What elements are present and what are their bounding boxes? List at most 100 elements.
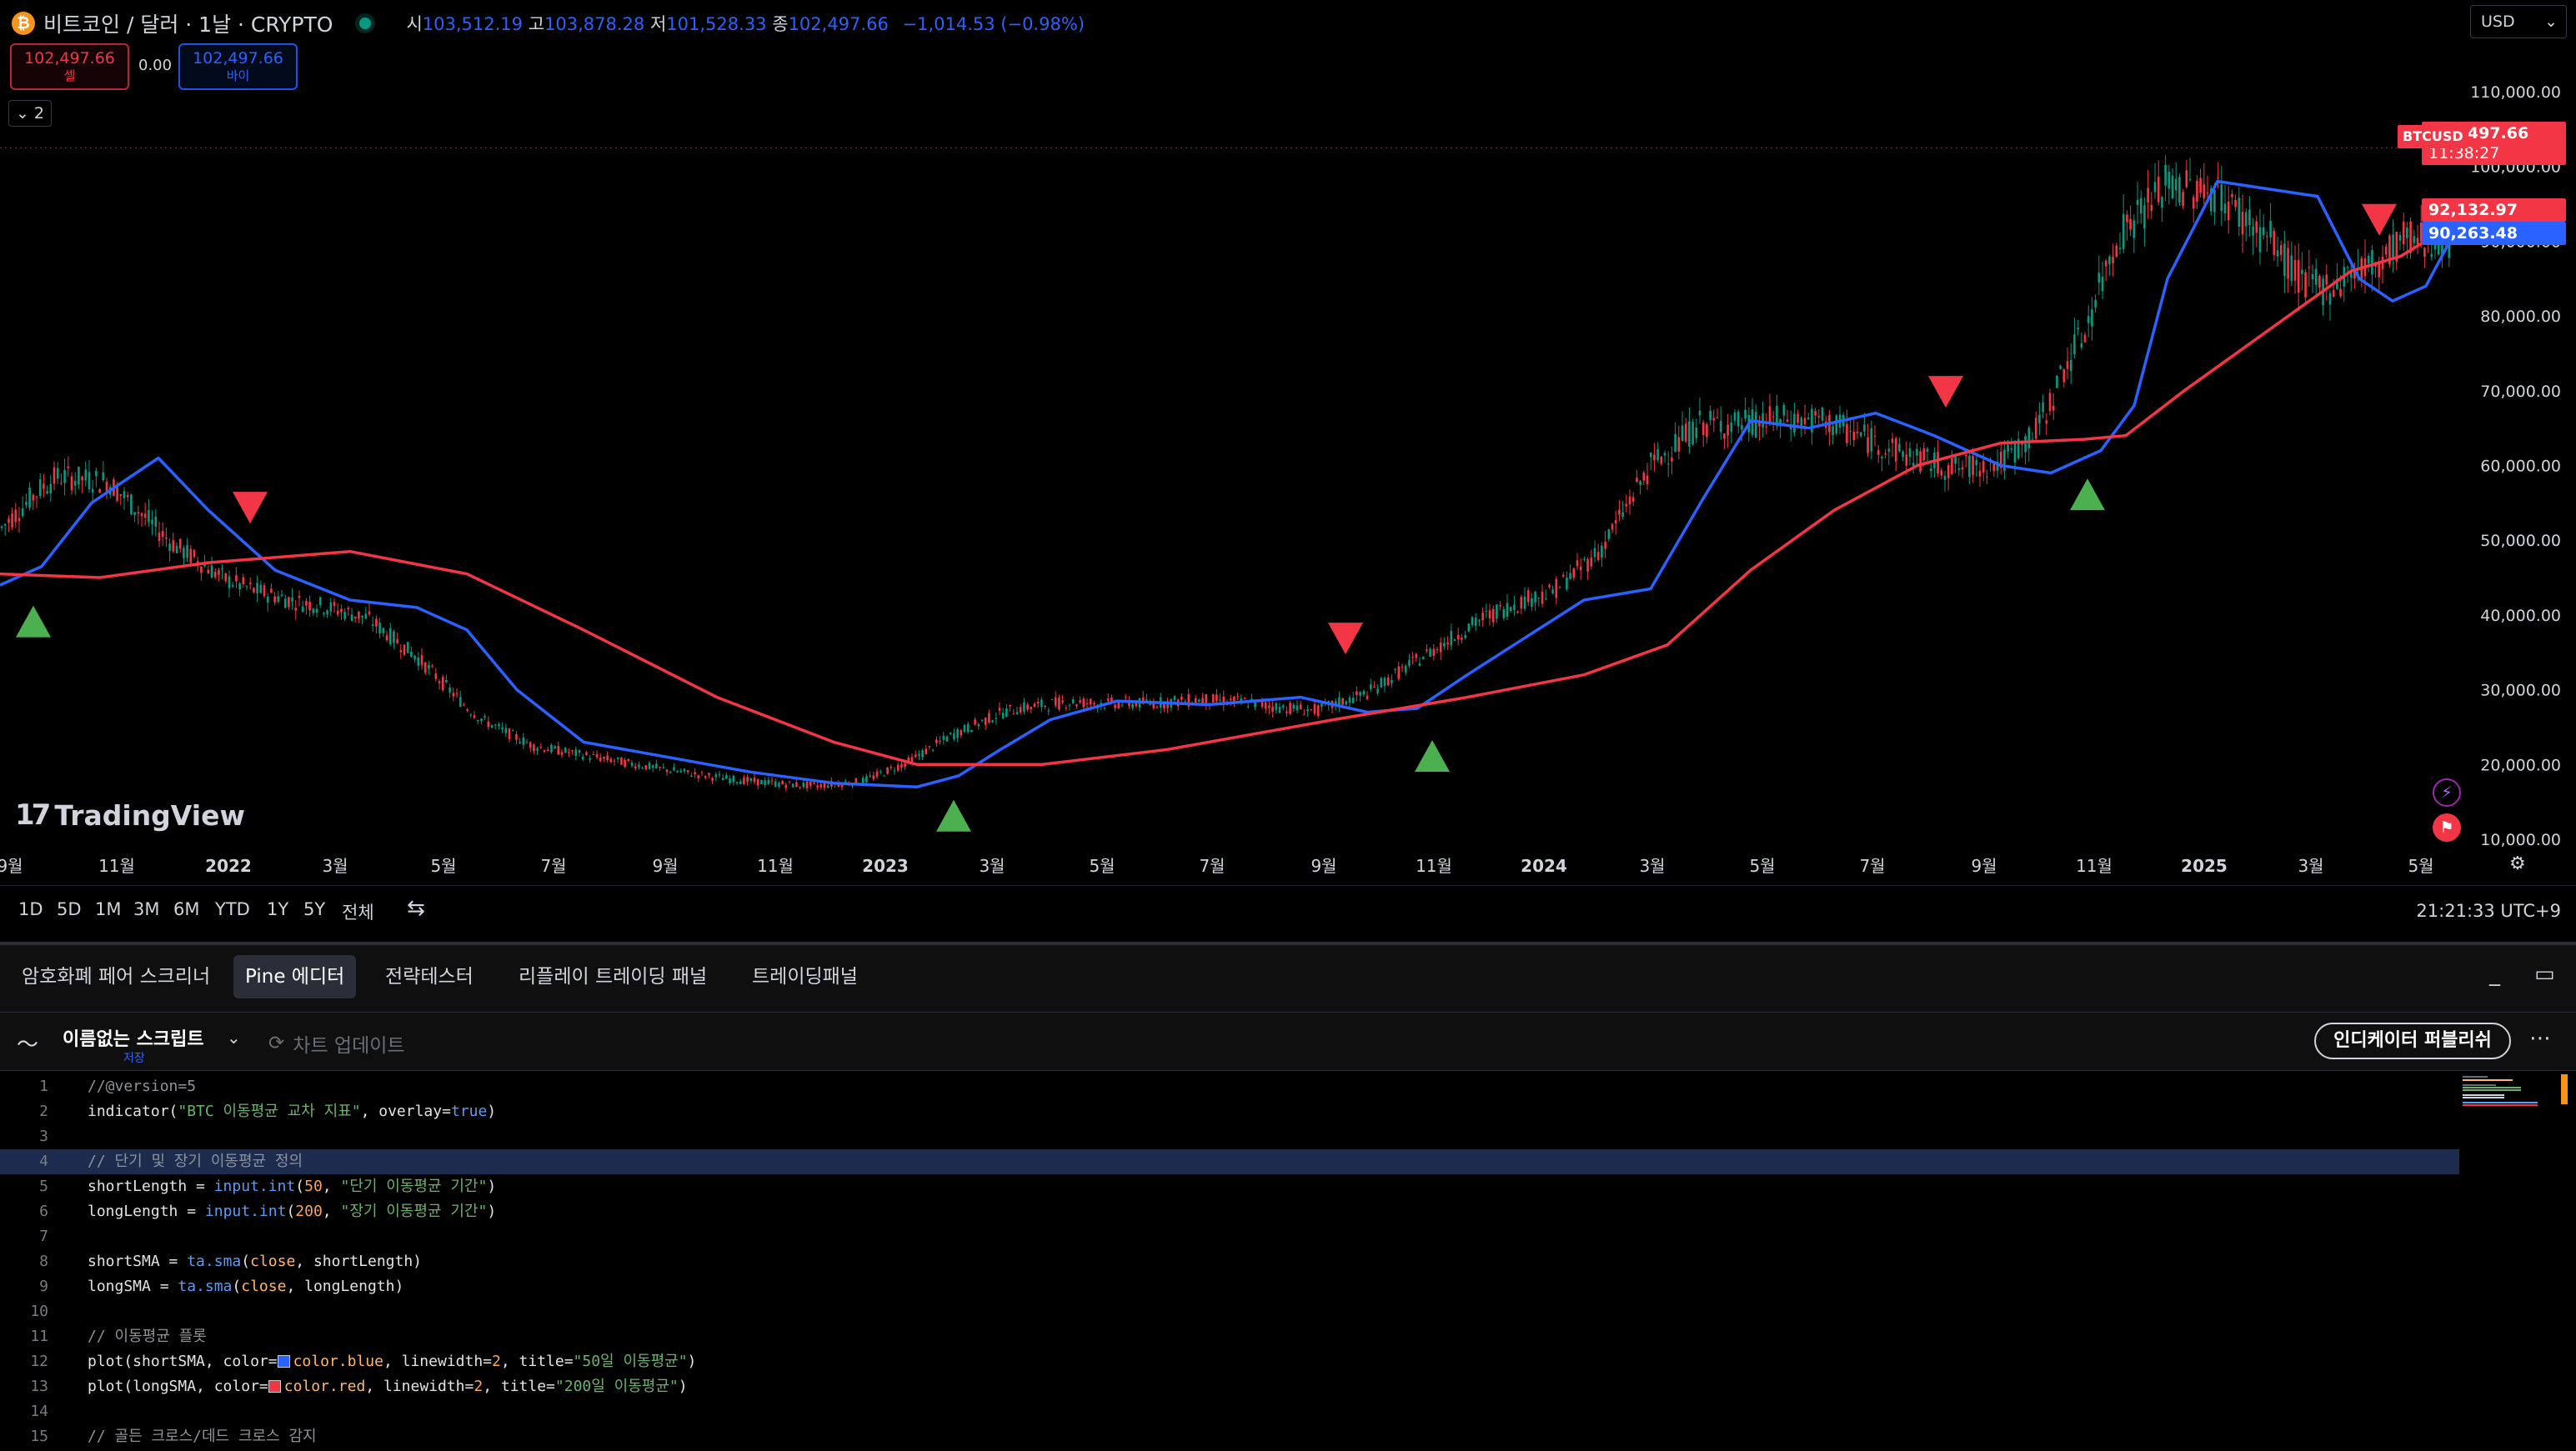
candle-body [539, 747, 543, 748]
candle-body [2077, 328, 2079, 330]
code-line[interactable]: 4 // 단기 및 장기 이동평균 정의 [0, 1149, 2459, 1174]
clock[interactable]: 21:21:33 UTC+9 [2416, 901, 2561, 921]
code-text[interactable]: plot(shortSMA, color= color.blue, linewid… [88, 1353, 697, 1370]
go-to-date-icon[interactable]: ⇆ [407, 896, 425, 921]
candle-body [1198, 699, 1200, 703]
candle-body [1058, 697, 1060, 710]
code-line[interactable]: 15 // 골든 크로스/데드 크로스 감지 [0, 1424, 2459, 1449]
candle-body [1012, 713, 1015, 715]
range-3m[interactable]: 3M [133, 899, 160, 919]
code-line[interactable]: 11 // 이동평균 플롯 [0, 1324, 2459, 1349]
tab-pine-editor[interactable]: Pine 에디터 [233, 955, 357, 998]
code-text[interactable]: longLength = input.int(200, "장기 이동평균 기간"… [88, 1203, 497, 1220]
golden-cross-signal-icon [16, 605, 51, 638]
candle-body [725, 774, 728, 779]
candle-body [133, 512, 136, 515]
code-text[interactable]: //@version=5 [88, 1078, 197, 1095]
candle-body [1636, 478, 1638, 483]
candle-body [91, 488, 94, 493]
chart-settings-gear-icon[interactable]: ⚙ [2509, 853, 2526, 874]
code-line[interactable]: 10 [0, 1299, 2459, 1324]
candle-body [729, 778, 731, 783]
code-line[interactable]: 12 plot(shortSMA, color= color.blue, linew… [0, 1349, 2459, 1374]
range-1d[interactable]: 1D [18, 899, 43, 919]
chart-area[interactable]: 110,000.00100,000.0090,000.0080,000.0070… [0, 0, 2576, 885]
candle-body [1356, 691, 1358, 695]
range-ytd[interactable]: YTD [215, 899, 250, 919]
range-5d[interactable]: 5D [57, 899, 82, 919]
candle-body [1912, 463, 1915, 466]
tab-strategy-tester[interactable]: 전략테스터 [385, 966, 474, 988]
script-name[interactable]: 이름없는 스크립트 [63, 1029, 204, 1050]
candle-body [739, 781, 742, 784]
sell-button[interactable]: 102,497.66 셀 [10, 43, 129, 90]
editor-scrollbar[interactable] [2551, 1071, 2576, 1451]
code-text[interactable]: // 골든 크로스/데드 크로스 감지 [88, 1428, 317, 1445]
code-line[interactable]: 9 longSMA = ta.sma(close, longLength) [0, 1274, 2459, 1299]
candle-body [679, 770, 683, 773]
update-chart-button[interactable]: ⟳ 차트 업데이트 [268, 1029, 405, 1058]
range-1y[interactable]: 1Y [267, 899, 289, 919]
candle-body [613, 760, 616, 762]
candle-body [581, 756, 584, 760]
candle-body [2266, 236, 2268, 238]
currency-select[interactable]: USD ⌄ [2470, 5, 2567, 38]
candle-body [1488, 610, 1491, 618]
price-tick-label: 10,000.00 [2480, 831, 2561, 849]
indicator-collapse-button[interactable]: ⌄ 2 [8, 100, 52, 127]
code-line[interactable]: 8 shortSMA = ta.sma(close, shortLength) [0, 1249, 2459, 1274]
more-options-icon[interactable]: ⋯ [2529, 1026, 2551, 1051]
range-1m[interactable]: 1M [95, 899, 122, 919]
code-line[interactable]: 13 plot(longSMA, color= color.red, linewid… [0, 1374, 2459, 1399]
chevron-down-icon[interactable]: ⌄ [227, 1028, 241, 1048]
candle-body [231, 585, 234, 587]
minimize-icon[interactable]: _ [2489, 962, 2500, 987]
symbol-title[interactable]: 비트코인 / 달러 · 1날 · CRYPTO [43, 13, 333, 37]
candle-body [1695, 427, 1698, 438]
code-text[interactable]: shortSMA = ta.sma(close, shortLength) [88, 1253, 422, 1270]
code-line[interactable]: 6 longLength = input.int(200, "장기 이동평균 기간… [0, 1199, 2459, 1224]
candle-body [1579, 566, 1582, 571]
code-text[interactable]: shortLength = input.int(50, "단기 이동평균 기간"… [88, 1178, 497, 1195]
candle-body [1701, 422, 1705, 435]
code-line[interactable]: 14 [0, 1399, 2459, 1424]
code-text[interactable]: plot(longSMA, color= color.red, linewidth… [88, 1378, 688, 1395]
code-line[interactable]: 7 [0, 1224, 2459, 1249]
candle-body [2115, 245, 2118, 258]
candle-body [970, 729, 973, 733]
code-text[interactable]: longSMA = ta.sma(close, longLength) [88, 1278, 404, 1295]
code-line[interactable]: 3 [0, 1124, 2459, 1149]
candle-body [1299, 704, 1302, 709]
line-number: 9 [39, 1278, 48, 1295]
candle-body [1951, 458, 1953, 474]
candle-body [1590, 557, 1593, 567]
code-text[interactable]: indicator("BTC 이동평균 교차 지표", overlay=true… [88, 1103, 497, 1120]
tab-replay-trading[interactable]: 리플레이 트레이딩 패널 [519, 966, 708, 988]
candle-body [1894, 438, 1897, 462]
candle-body [630, 763, 634, 766]
code-editor[interactable]: 1 //@version=5 2 indicator("BTC 이동평균 교차 지표"… [0, 1070, 2576, 1451]
candle-body [1124, 697, 1127, 698]
candle-body [329, 602, 333, 612]
candle-body [795, 782, 798, 788]
us-flag-icon[interactable]: ⚑ [2433, 813, 2461, 842]
code-text[interactable]: // 단기 및 장기 이동평균 정의 [88, 1153, 303, 1170]
range-all[interactable]: 전체 [342, 903, 374, 923]
candle-body [1772, 416, 1775, 418]
code-minimap[interactable] [2461, 1074, 2561, 1108]
code-line[interactable]: 2 indicator("BTC 이동평균 교차 지표", overlay=tru… [0, 1099, 2459, 1124]
tab-crypto-screener[interactable]: 암호화폐 페어 스크리너 [22, 966, 211, 988]
tab-trading-panel[interactable]: 트레이딩패널 [752, 966, 858, 988]
candle-body [1071, 698, 1075, 703]
candle-body [2413, 236, 2416, 243]
publish-indicator-button[interactable]: 인디케이터 퍼블리쉬 [2314, 1023, 2511, 1059]
lightning-icon[interactable]: ⚡ [2433, 778, 2461, 807]
code-line[interactable]: 5 shortLength = input.int(50, "단기 이동평균 기간… [0, 1174, 2459, 1199]
maximize-icon[interactable]: ▭ [2534, 962, 2555, 987]
code-line[interactable]: 1 //@version=5 [0, 1074, 2459, 1099]
buy-button[interactable]: 102,497.66 바이 [178, 43, 298, 90]
range-6m[interactable]: 6M [173, 899, 200, 919]
price-chart[interactable]: 110,000.00100,000.0090,000.0080,000.0070… [0, 0, 2576, 885]
code-text[interactable]: // 이동평균 플롯 [88, 1328, 207, 1345]
range-5y[interactable]: 5Y [303, 899, 326, 919]
